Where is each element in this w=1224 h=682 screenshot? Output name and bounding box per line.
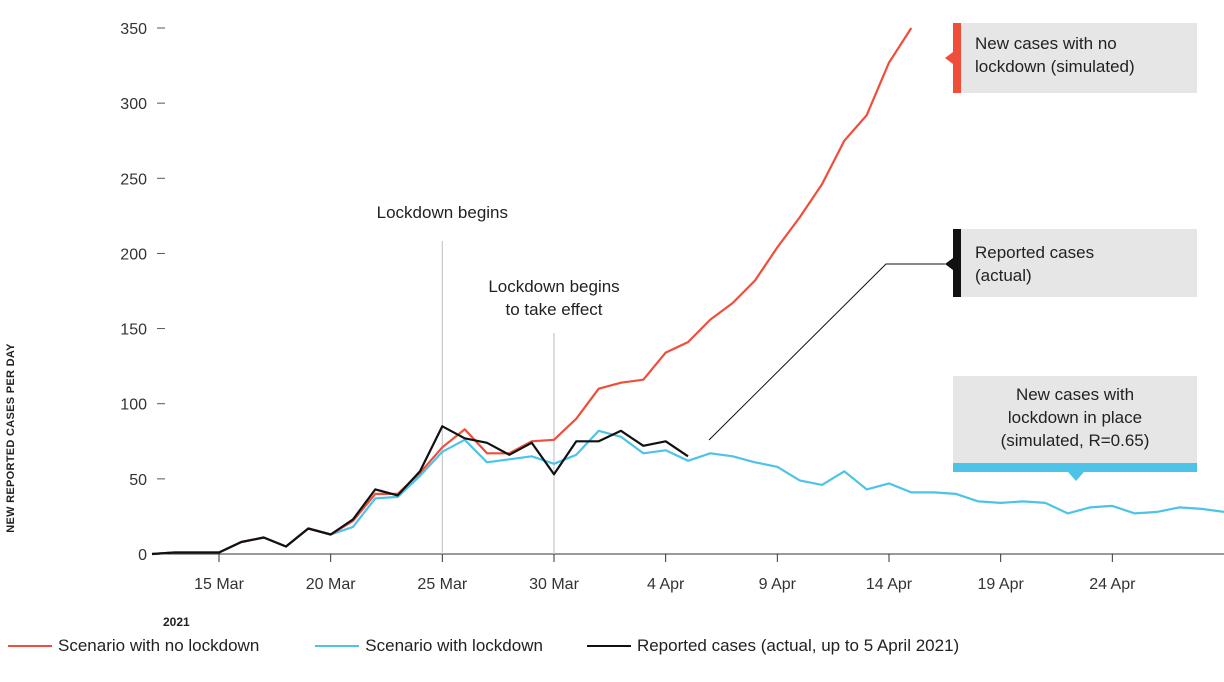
x-tick-label: 14 Apr	[866, 576, 913, 593]
series-reported-line	[151, 425, 689, 556]
series-layer	[151, 27, 1224, 556]
y-axis-label: NEW REPORTED CASES PER DAY	[5, 343, 17, 533]
legend-item-lockdown: Scenario with lockdown	[315, 636, 543, 656]
annotation-reported-leader	[708, 263, 945, 441]
y-tick-label: 0	[138, 547, 147, 564]
annotation-lockdown-pointer	[1068, 472, 1084, 481]
annotation-reported-bar	[953, 229, 961, 297]
legend-swatch-no-lockdown	[8, 645, 52, 647]
annotation-lockdown-text: (simulated, R=0.65)	[1001, 431, 1150, 450]
annotation-lockdown-bar	[953, 463, 1197, 472]
annotation-lockdown-text: New cases with	[1016, 385, 1134, 404]
x-tick-label: 25 Mar	[417, 576, 467, 593]
y-axis: 0 50 100 150 200 250 300 350	[120, 21, 165, 564]
legend-label-no-lockdown: Scenario with no lockdown	[58, 636, 260, 655]
legend: Scenario with no lockdown Scenario with …	[8, 636, 959, 656]
annotation-no-lockdown-text: lockdown (simulated)	[975, 57, 1135, 76]
x-tick-label: 15 Mar	[194, 576, 244, 593]
y-tick-label: 100	[120, 397, 147, 414]
y-tick-label: 350	[120, 21, 147, 38]
x-axis: 15 Mar 20 Mar 25 Mar 30 Mar 4 Apr 9 Apr 14 Apr…	[152, 553, 1224, 593]
y-tick-label: 50	[129, 472, 147, 489]
x-tick-label: 30 Mar	[529, 576, 579, 593]
y-tick-label: 250	[120, 171, 147, 188]
x-tick-label: 20 Mar	[306, 576, 356, 593]
x-tick-label: 4 Apr	[647, 576, 685, 593]
annotation-no-lockdown-box	[956, 23, 1197, 93]
annotation-lockdown-box	[953, 376, 1197, 472]
y-tick-label: 300	[120, 96, 147, 113]
y-tick-label: 200	[120, 246, 147, 263]
chart: NEW REPORTED CASES PER DAY 0 50 100 150 200 2…	[5, 21, 1224, 629]
legend-item-no-lockdown: Scenario with no lockdown	[8, 636, 259, 656]
annotation-reported-box	[956, 229, 1197, 297]
legend-swatch-reported	[586, 645, 631, 647]
x-tick-label: 9 Apr	[759, 576, 797, 593]
annotation-reported-text: (actual)	[975, 266, 1032, 285]
legend-label-reported: Reported cases (actual, up to 5 April 20…	[636, 636, 960, 655]
year-label: 2021	[163, 615, 190, 629]
lockdown-begins-label: Lockdown begins	[377, 203, 508, 222]
annotation-lockdown-text: lockdown in place	[1008, 408, 1142, 427]
legend-item-reported: Reported cases (actual, up to 5 April 20…	[586, 636, 960, 656]
legend-label-lockdown: Scenario with lockdown	[365, 636, 543, 655]
legend-swatch-lockdown	[315, 645, 360, 647]
annotation-reported-text: Reported cases	[975, 243, 1094, 262]
vertical-markers: Lockdown begins Lockdown begins to take ef…	[377, 203, 620, 554]
lockdown-effect-label: to take effect	[505, 300, 602, 319]
annotation-reported-pointer	[945, 258, 953, 270]
lockdown-effect-label: Lockdown begins	[488, 277, 619, 296]
y-tick-label: 150	[120, 322, 147, 339]
x-tick-label: 24 Apr	[1089, 576, 1136, 593]
annotation-no-lockdown-bar	[953, 23, 961, 93]
annotations: New cases with no lockdown (simulated) Rep…	[708, 23, 1197, 481]
annotation-no-lockdown-pointer	[945, 52, 953, 64]
x-tick-label: 19 Apr	[978, 576, 1025, 593]
annotation-no-lockdown-text: New cases with no	[975, 34, 1117, 53]
